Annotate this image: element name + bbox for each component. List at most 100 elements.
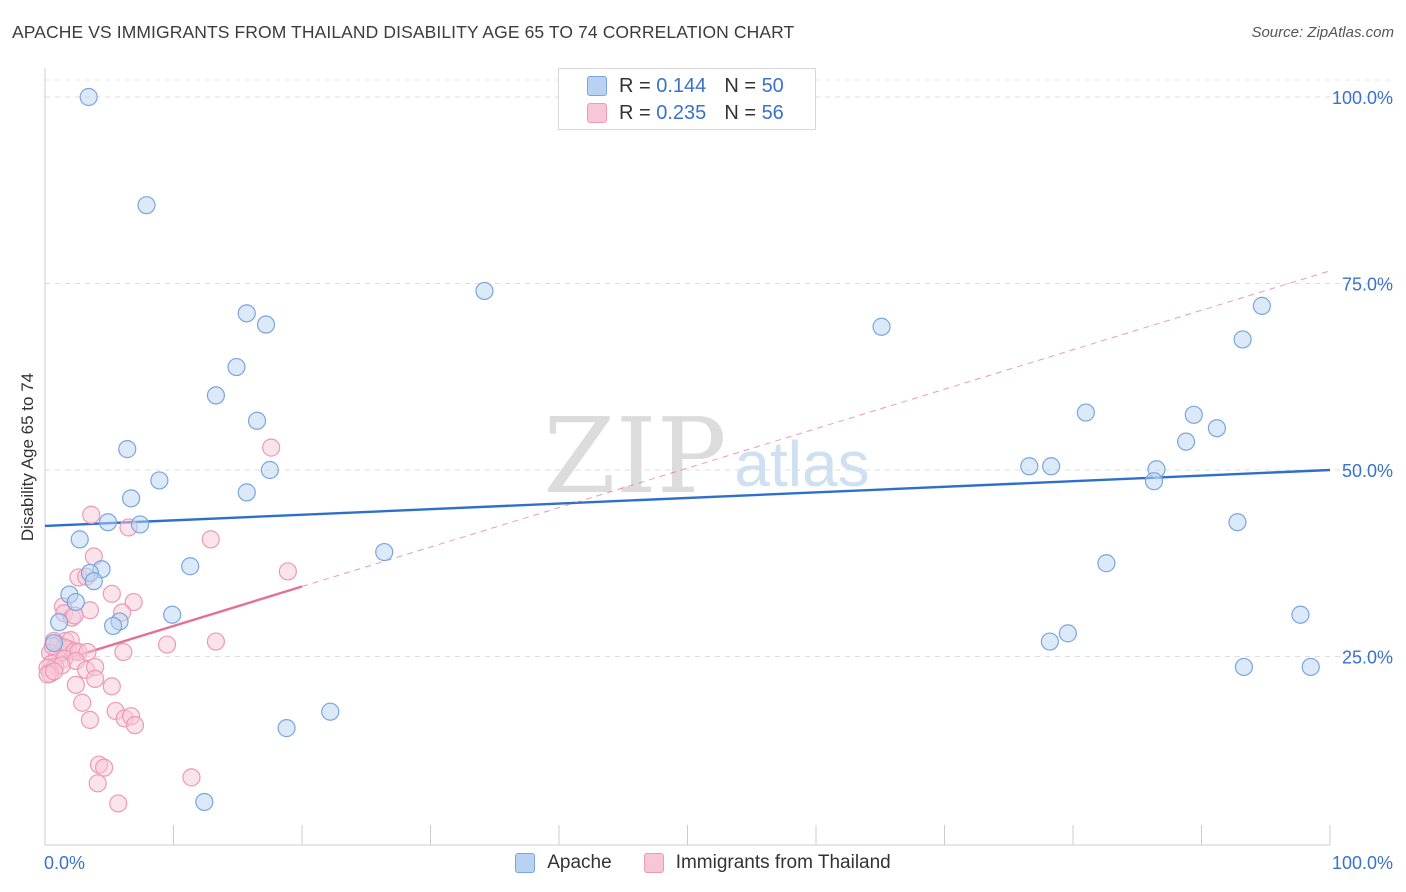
source-label: Source: ZipAtlas.com: [1251, 24, 1394, 41]
thailand-point: [102, 584, 121, 603]
n-label: N =: [724, 74, 756, 97]
apache-trend-line: [44, 468, 1331, 528]
thailand-point: [102, 677, 121, 696]
thailand-trend-extension: [301, 270, 1331, 588]
apache-point: [181, 557, 200, 576]
apache-point: [227, 357, 246, 377]
apache-point: [1058, 624, 1077, 643]
apache-point: [1207, 419, 1227, 438]
thailand-point: [278, 562, 297, 581]
legend-label-thailand: Immigrants from Thailand: [675, 852, 891, 873]
apache-point: [375, 542, 394, 562]
thailand-point: [124, 592, 143, 612]
n-value: 56: [761, 101, 784, 124]
apache-point: [84, 572, 103, 591]
apache-point: [260, 460, 279, 480]
thailand-point: [88, 774, 107, 793]
apache-point: [1040, 632, 1059, 651]
apache-point: [1176, 432, 1196, 451]
apache-point: [206, 386, 226, 405]
points-thailand: [38, 438, 297, 813]
apache-point: [104, 616, 123, 636]
thailand-swatch: [587, 103, 607, 123]
thailand-point: [73, 693, 92, 712]
legend-label-apache: Apache: [547, 852, 612, 873]
apache-point: [1097, 554, 1116, 573]
thailand-point: [44, 662, 64, 681]
apache-point: [1042, 457, 1061, 476]
points-apache: [44, 87, 1320, 812]
apache-point: [321, 702, 340, 721]
thailand-point: [114, 642, 133, 662]
legend-row-thailand: R = 0.235 N = 56: [587, 101, 784, 125]
thailand-point: [66, 675, 85, 694]
apache-point: [98, 513, 118, 532]
n-label: N =: [724, 101, 756, 124]
apache-point: [66, 592, 85, 612]
legend-stats: R = 0.144 N = 50 R = 0.235 N = 56: [558, 68, 816, 130]
legend-item-thailand[interactable]: Immigrants from Thailand: [643, 852, 891, 874]
apache-point: [1233, 330, 1252, 349]
axes: [44, 68, 1331, 846]
apache-point: [872, 317, 891, 336]
y-tick-label: 75.0%: [1342, 275, 1393, 295]
thailand-point: [86, 669, 105, 688]
legend-series: Apache Immigrants from Thailand: [0, 852, 1406, 874]
apache-point: [1234, 657, 1254, 677]
chart-title: APACHE VS IMMIGRANTS FROM THAILAND DISAB…: [12, 22, 795, 42]
tick-labels: 25.0% 50.0% 75.0% 100.0% 0.0% 100.0%: [44, 88, 1393, 873]
apache-point: [1144, 472, 1164, 491]
thailand-point: [262, 438, 281, 457]
thailand-point: [182, 768, 201, 787]
thailand-point: [201, 530, 220, 549]
watermark-zip: ZIP: [543, 395, 726, 517]
apache-point: [256, 315, 276, 334]
apache-point: [163, 605, 182, 624]
thailand-point: [206, 632, 226, 651]
apache-point: [237, 304, 256, 323]
r-label: R =: [619, 101, 651, 124]
apache-swatch: [515, 853, 536, 873]
y-axis-label: Disability Age 65 to 74: [18, 373, 37, 541]
x-tick-label-min: 0.0%: [44, 853, 85, 873]
watermark-atlas: atlas: [734, 428, 869, 500]
thailand-point: [95, 758, 114, 777]
thailand-point: [80, 710, 100, 730]
x-tick-label-max: 100.0%: [1332, 853, 1393, 873]
apache-point: [1291, 605, 1310, 624]
thailand-point: [125, 716, 145, 735]
apache-point: [1020, 457, 1039, 476]
y-tick-label: 50.0%: [1342, 461, 1393, 481]
trend-lines: [44, 270, 1331, 667]
thailand-point: [82, 505, 101, 524]
apache-point: [195, 792, 214, 812]
y-tick-label: 100.0%: [1332, 88, 1393, 108]
apache-point: [237, 483, 256, 502]
apache-point: [130, 515, 150, 534]
apache-point: [137, 196, 156, 215]
apache-point: [50, 613, 69, 632]
apache-point: [70, 530, 89, 549]
thailand-swatch: [643, 853, 664, 873]
legend-item-apache[interactable]: Apache: [515, 852, 612, 874]
n-value: 50: [761, 74, 784, 97]
apache-point: [475, 281, 494, 301]
apache-point: [118, 440, 137, 459]
apache-point: [150, 471, 169, 490]
r-label: R =: [619, 74, 651, 97]
legend-row-apache: R = 0.144 N = 50: [587, 74, 784, 98]
apache-point: [247, 411, 267, 430]
y-tick-label: 25.0%: [1342, 648, 1393, 668]
watermark: ZIP atlas: [543, 395, 869, 517]
apache-point: [1184, 405, 1203, 424]
apache-point: [79, 87, 98, 107]
apache-point: [277, 719, 296, 738]
apache-point: [121, 489, 141, 508]
r-value: 0.144: [656, 74, 707, 97]
apache-point: [1228, 513, 1247, 532]
thailand-point: [157, 635, 177, 654]
gridlines: [45, 79, 1392, 657]
apache-point: [1301, 657, 1320, 677]
apache-point: [44, 633, 64, 653]
